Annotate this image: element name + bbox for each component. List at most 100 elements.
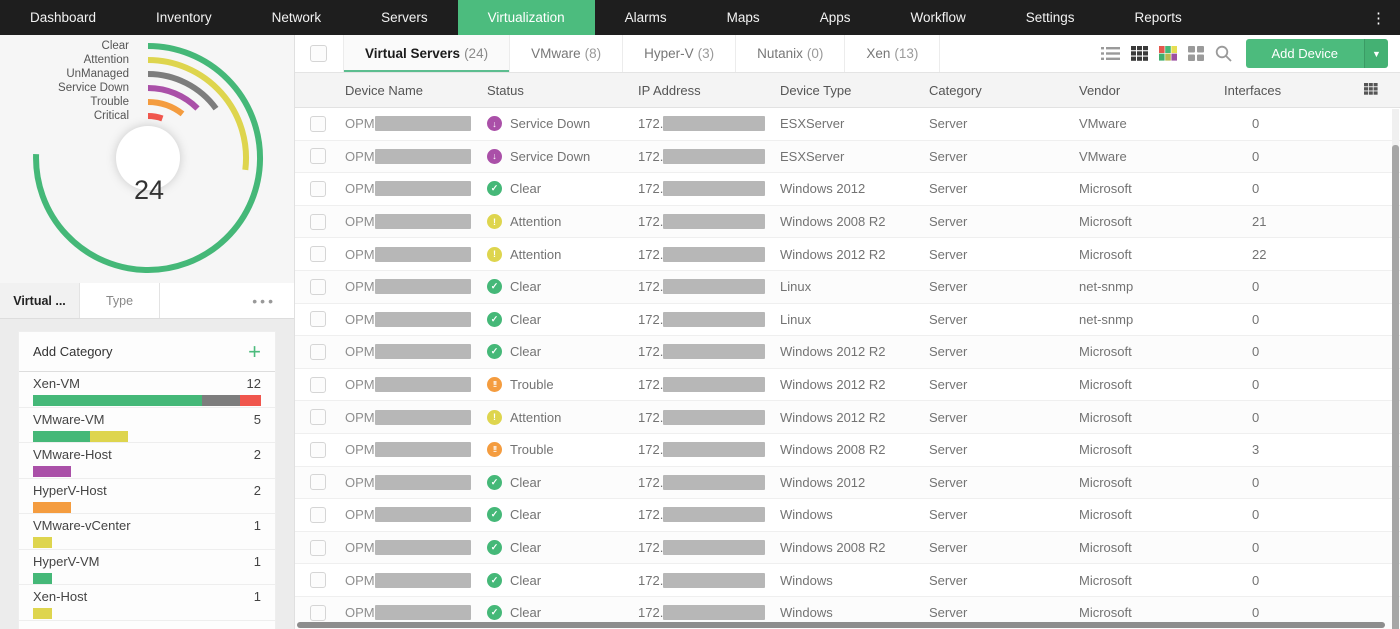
table-row[interactable]: OPM↓Service Down172.ESXServerServerVMwar… [295,108,1400,141]
table-row[interactable]: OPM!Attention172.Windows 2012 R2ServerMi… [295,238,1400,271]
nav-item-reports[interactable]: Reports [1105,0,1212,35]
category-row-vmware-host[interactable]: VMware-Host2 [19,443,275,479]
category-status-bar [33,502,71,513]
tab-xen[interactable]: Xen(13) [844,35,940,72]
tab-hyper-v[interactable]: Hyper-V(3) [622,35,735,72]
sidebar-tab-type[interactable]: Type [80,283,160,318]
nav-item-dashboard[interactable]: Dashboard [0,0,126,35]
redacted-device-name [375,279,471,294]
nav-item-network[interactable]: Network [242,0,352,35]
table-row[interactable]: OPM!!Trouble172.Windows 2012 R2ServerMic… [295,369,1400,402]
table-row[interactable]: OPM✓Clear172.LinuxServernet-snmp0 [295,304,1400,337]
redacted-device-name [375,377,471,392]
tab-vmware[interactable]: VMware(8) [509,35,622,72]
table-row[interactable]: OPM!Attention172.Windows 2012 R2ServerMi… [295,401,1400,434]
row-checkbox[interactable] [310,409,326,425]
sidebar-tabs-more-icon[interactable]: ••• [252,283,294,318]
chevron-down-icon[interactable]: ▼ [1364,39,1388,68]
interfaces-count: 0 [1224,344,1344,359]
category-row-hyperv-vm[interactable]: HyperV-VM1 [19,550,275,586]
interfaces-count: 0 [1224,279,1344,294]
nav-item-maps[interactable]: Maps [697,0,790,35]
nav-item-virtualization[interactable]: Virtualization [458,0,595,35]
row-checkbox[interactable] [310,311,326,327]
row-checkbox[interactable] [310,279,326,295]
row-checkbox[interactable] [310,116,326,132]
nav-item-servers[interactable]: Servers [351,0,458,35]
search-icon[interactable] [1215,45,1232,62]
category-row-xen-vm[interactable]: Xen-VM12 [19,372,275,408]
heatmap-view-icon[interactable] [1159,46,1177,61]
nav-item-alarms[interactable]: Alarms [595,0,697,35]
sidebar-tab-virtual[interactable]: Virtual ... [0,283,80,318]
list-view-icon[interactable] [1101,46,1120,61]
row-checkbox[interactable] [310,442,326,458]
table-row[interactable]: OPM✓Clear172.Windows 2012ServerMicrosoft… [295,173,1400,206]
column-header-status[interactable]: Status [487,83,638,98]
select-all-checkbox[interactable] [310,45,327,62]
kebab-menu-icon[interactable]: ⋮ [1371,0,1386,35]
column-header-device-type[interactable]: Device Type [780,83,929,98]
table-row[interactable]: OPM✓Clear172.WindowsServerMicrosoft0 [295,499,1400,532]
nav-item-inventory[interactable]: Inventory [126,0,242,35]
table-row[interactable]: OPM✓Clear172.WindowsServerMicrosoft0 [295,564,1400,597]
redacted-ip [663,605,765,620]
table-row[interactable]: OPM↓Service Down172.ESXServerServerVMwar… [295,141,1400,174]
add-device-button[interactable]: Add Device ▼ [1246,39,1388,68]
vendor: Microsoft [1079,540,1224,555]
status-attention-icon: ! [487,247,502,262]
row-checkbox[interactable] [310,246,326,262]
row-checkbox[interactable] [310,377,326,393]
row-checkbox[interactable] [310,214,326,230]
row-checkbox[interactable] [310,148,326,164]
table-row[interactable]: OPM!!Trouble172.Windows 2008 R2ServerMic… [295,434,1400,467]
category: Server [929,344,1079,359]
vendor: Microsoft [1079,377,1224,392]
category-row-vmware-vm[interactable]: VMware-VM5 [19,408,275,444]
column-chooser-icon[interactable] [1364,83,1400,98]
row-checkbox[interactable] [310,507,326,523]
column-header-category[interactable]: Category [929,83,1079,98]
nav-item-workflow[interactable]: Workflow [880,0,995,35]
sidebar-tabs: Virtual ...Type ••• [0,283,294,319]
table-row[interactable]: OPM✓Clear172.LinuxServernet-snmp0 [295,271,1400,304]
table-view-icon[interactable] [1131,46,1148,61]
tab-label: Hyper-V [644,46,694,61]
horizontal-scrollbar[interactable] [297,622,1385,628]
row-checkbox[interactable] [310,474,326,490]
category-name: Xen-VM [33,375,80,392]
category-row-xen-host[interactable]: Xen-Host1 [19,585,275,621]
table-row[interactable]: OPM✓Clear172.Windows 2012ServerMicrosoft… [295,467,1400,500]
tab-nutanix[interactable]: Nutanix(0) [735,35,844,72]
row-checkbox[interactable] [310,572,326,588]
table-row[interactable]: OPM✓Clear172.Windows 2012 R2ServerMicros… [295,336,1400,369]
plus-icon[interactable]: + [248,342,261,362]
vertical-scrollbar[interactable] [1392,145,1399,629]
row-checkbox[interactable] [310,344,326,360]
tab-count: (24) [464,46,488,61]
redacted-device-name [375,507,471,522]
column-header-ip-address[interactable]: IP Address [638,83,780,98]
radial-chart-svg [0,35,294,283]
row-checkbox[interactable] [310,605,326,621]
row-checkbox[interactable] [310,181,326,197]
nav-item-apps[interactable]: Apps [790,0,881,35]
column-header-device-name[interactable]: Device Name [345,83,487,98]
category-row-hyperv-host[interactable]: HyperV-Host2 [19,479,275,515]
table-row[interactable]: OPM✓Clear172.Windows 2008 R2ServerMicros… [295,532,1400,565]
ip-address: 172. [638,214,780,229]
status-cell: ✓Clear [487,475,638,490]
category-status-bar [33,608,52,619]
column-header-vendor[interactable]: Vendor [1079,83,1224,98]
tab-virtual-servers[interactable]: Virtual Servers(24) [343,35,509,72]
tab-label: Nutanix [757,46,803,61]
ip-prefix: 172. [638,605,663,620]
category-row-vmware-vcenter[interactable]: VMware-vCenter1 [19,514,275,550]
category-status-bar [33,395,261,406]
card-view-icon[interactable] [1188,46,1204,61]
device-type: Windows 2008 R2 [780,442,929,457]
table-row[interactable]: OPM!Attention172.Windows 2008 R2ServerMi… [295,206,1400,239]
nav-item-settings[interactable]: Settings [996,0,1105,35]
column-header-interfaces[interactable]: Interfaces [1224,83,1344,98]
row-checkbox[interactable] [310,540,326,556]
